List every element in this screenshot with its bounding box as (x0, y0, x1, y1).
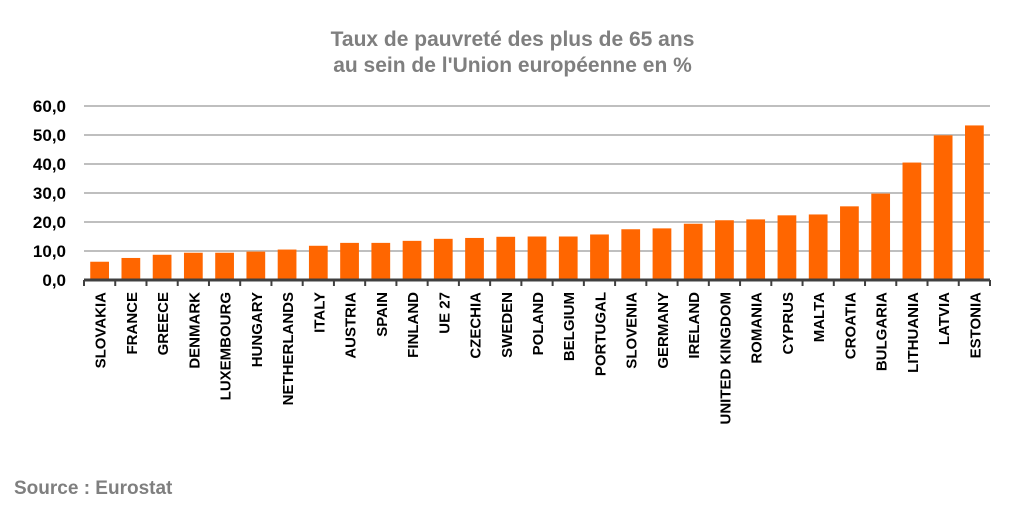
bar (246, 251, 266, 280)
x-tick-label: CZECHIA (468, 292, 485, 359)
x-tick-label: FRANCE (124, 292, 141, 355)
x-tick-label: POLAND (530, 292, 547, 356)
x-tick-label: UNITED KINGDOM (717, 292, 734, 425)
bar (933, 135, 953, 280)
bar (621, 229, 641, 280)
x-tick-label: ROMANIA (749, 292, 766, 364)
x-tick-label: DENMARK (186, 292, 203, 369)
bar (808, 214, 828, 280)
y-tick-label: 10,0 (33, 242, 66, 261)
bar (152, 254, 172, 280)
bar (308, 245, 328, 280)
x-tick-label: CYPRUS (780, 292, 797, 355)
bar (840, 206, 859, 280)
bar-chart: 0,0 10,0 20,0 30,0 40,0 50,0 60,0 SLOVAKIA FRANC… (33, 97, 991, 425)
bar (652, 228, 672, 280)
bar (871, 193, 891, 280)
x-tick-label: ITALY (311, 292, 328, 333)
bar (777, 215, 797, 280)
x-tick-label: BULGARIA (874, 292, 891, 371)
bar (371, 242, 391, 280)
bar (90, 261, 109, 280)
bar (683, 223, 703, 280)
x-tick-label: PORTUGAL (592, 292, 609, 376)
x-tick-label: SLOVENIA (624, 292, 641, 369)
bar (965, 125, 984, 281)
bar (590, 234, 609, 280)
bar (215, 252, 234, 280)
x-tick-label: LUXEMBOURG (218, 292, 235, 400)
x-tick-label: GREECE (155, 292, 172, 355)
x-tick-label: IRELAND (686, 292, 703, 359)
bar (715, 220, 734, 280)
bar (183, 252, 203, 280)
bar (746, 219, 766, 280)
y-tick-label: 50,0 (33, 126, 66, 145)
x-tick-label: AUSTRIA (343, 292, 360, 359)
x-tick-label: FINLAND (405, 292, 422, 358)
bar (340, 242, 359, 280)
bar (433, 238, 453, 280)
chart-subtitle: au sein de l'Union européenne en % (333, 54, 692, 77)
source-note: Source : Eurostat (14, 478, 173, 499)
y-tick-label: 30,0 (33, 184, 66, 203)
y-tick-label: 60,0 (33, 97, 66, 116)
bar (527, 236, 547, 280)
bar (558, 236, 578, 280)
bar (277, 249, 297, 280)
bar (402, 240, 422, 280)
x-tick-label: UE 27 (436, 292, 453, 334)
bar (902, 162, 922, 280)
x-tick-label: ESTONIA (967, 292, 984, 359)
x-tick-label: SPAIN (374, 292, 391, 337)
x-tick-label: GERMANY (655, 292, 672, 369)
x-tick-label: NETHERLANDS (280, 292, 297, 405)
x-tick-label: SLOVAKIA (93, 292, 110, 369)
bar (121, 257, 141, 280)
chart-title: Taux de pauvreté des plus de 65 ans (330, 28, 695, 51)
x-tick-label: BELGIUM (561, 292, 578, 361)
x-tick-label: SWEDEN (499, 292, 516, 358)
bar (496, 236, 516, 280)
x-tick-label: LATVIA (936, 292, 953, 345)
x-tick-label: CROATIA (842, 292, 859, 359)
x-tick-label: MALTA (811, 292, 828, 342)
bar (465, 237, 484, 280)
y-tick-label: 0,0 (42, 271, 66, 290)
x-tick-label: LITHUANIA (905, 292, 922, 373)
x-tick-label: HUNGARY (249, 292, 266, 367)
y-tick-label: 20,0 (33, 213, 66, 232)
y-tick-label: 40,0 (33, 155, 66, 174)
